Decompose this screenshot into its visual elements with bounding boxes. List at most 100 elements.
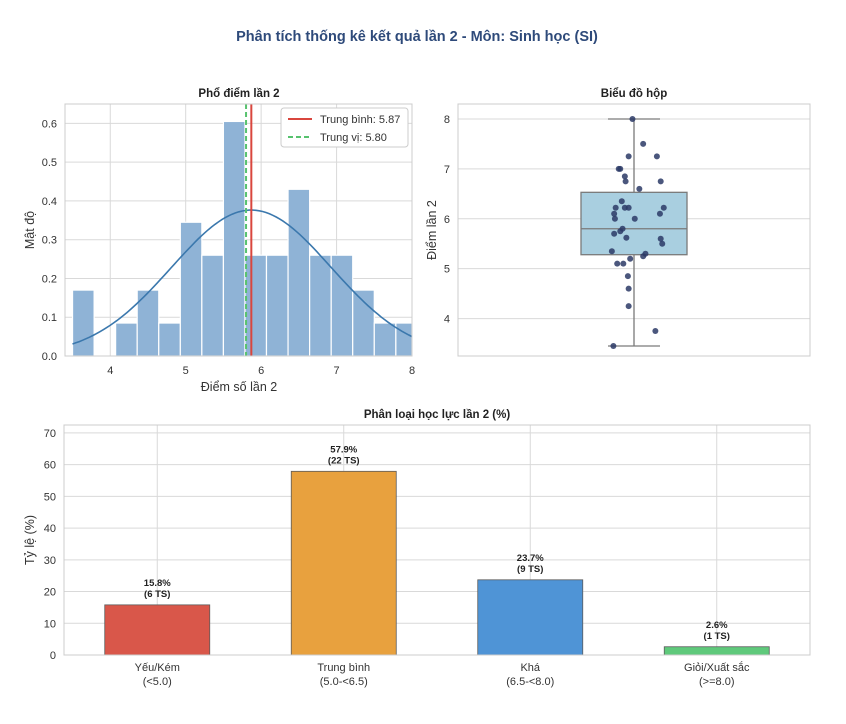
histogram-y-tick-label: 0.2 [42, 273, 57, 285]
histogram-bar [373, 322, 397, 357]
data-point [660, 204, 667, 211]
data-point [615, 165, 622, 172]
boxplot-y-tick-label: 4 [444, 314, 450, 326]
data-point [652, 328, 659, 335]
histogram-title: Phổ điểm lần 2 [198, 88, 279, 100]
histogram-bar [115, 322, 138, 357]
bar-x-tick-label: Yếu/Kém [135, 662, 180, 674]
histogram-bar [287, 188, 311, 357]
legend-median-label: Trung vị: 5.80 [320, 132, 387, 144]
bar-y-tick-label: 50 [44, 491, 56, 503]
data-point [657, 178, 664, 185]
bar-x-tick-label: Trung bình [317, 662, 370, 674]
bar-value-label: 23.7% [517, 553, 544, 564]
bar-value-label: 57.9% [330, 444, 357, 455]
histogram-frame [64, 103, 413, 357]
data-point [611, 215, 618, 222]
histogram-y-tick-label: 0.6 [42, 118, 57, 130]
data-point [657, 235, 664, 242]
data-point [610, 343, 617, 350]
bar-count-label: (6 TS) [144, 589, 170, 600]
data-point [625, 153, 632, 160]
histogram-bar [201, 254, 225, 357]
histogram-x-tick-label: 5 [183, 365, 189, 377]
histogram-x-tick-label: 8 [409, 365, 415, 377]
data-point [621, 173, 628, 180]
data-point [640, 140, 647, 147]
bar-count-label: (1 TS) [704, 631, 730, 642]
histogram-bar [244, 254, 268, 357]
kde-curve [72, 209, 413, 345]
data-point [619, 225, 626, 232]
data-point [653, 153, 660, 160]
bar-y-tick-label: 40 [44, 523, 56, 535]
data-point [623, 234, 630, 241]
data-point [629, 115, 636, 122]
histogram-bar [158, 322, 181, 357]
data-point [627, 255, 634, 262]
data-point [625, 285, 632, 292]
bar-value-label: 2.6% [706, 620, 728, 631]
bar-title: Phân loại học lực lần 2 (%) [364, 409, 511, 421]
boxplot-frame [457, 103, 811, 357]
data-point [608, 248, 615, 255]
histogram-bar [395, 322, 413, 357]
bar [663, 646, 770, 656]
histogram-bar [222, 120, 246, 357]
bar [290, 470, 397, 656]
histogram-bar [71, 289, 95, 357]
bar-panel: Phân loại học lực lần 2 (%) Tỷ lệ (%) 15… [23, 409, 811, 688]
bar-count-label: (22 TS) [328, 455, 360, 466]
iqr-box [580, 191, 688, 256]
data-point [622, 178, 629, 185]
data-point [611, 210, 618, 217]
bar-x-tick-label: Khá [520, 662, 540, 674]
bar-ylabel: Tỷ lệ (%) [23, 515, 37, 565]
data-point [614, 260, 621, 267]
data-point [656, 210, 663, 217]
bar-value-label: 15.8% [144, 578, 171, 589]
boxplot-y-tick-label: 7 [444, 164, 450, 176]
bar-y-tick-label: 10 [44, 618, 56, 630]
histogram-xlabel: Điểm số lần 2 [201, 380, 277, 394]
histogram-ylabel: Mật độ [23, 211, 37, 249]
bar-frame [63, 424, 811, 656]
bar-y-tick-label: 0 [50, 650, 56, 662]
histogram-x-tick-label: 7 [334, 365, 340, 377]
legend-mean-label: Trung bình: 5.87 [320, 114, 400, 126]
bar-x-tick-range: (5.0-<6.5) [320, 676, 368, 688]
histogram-y-tick-label: 0.3 [42, 235, 57, 247]
histogram-y-tick-label: 0.5 [42, 157, 57, 169]
bar-x-tick-range: (6.5-<8.0) [506, 676, 554, 688]
histogram-y-tick-label: 0.0 [42, 351, 57, 363]
data-point [625, 303, 632, 310]
bar-x-tick-label: Giỏi/Xuất sắc [684, 661, 750, 674]
data-point [620, 260, 627, 267]
data-point [624, 273, 631, 280]
boxplot-ylabel: Điểm lần 2 [425, 200, 439, 260]
boxplot-panel: Biểu đồ hộp Điểm lần 2 4 5 6 7 8 [425, 88, 811, 357]
bar-y-tick-label: 70 [44, 428, 56, 440]
figure-suptitle: Phân tích thống kê kết quả lần 2 - Môn: … [236, 29, 598, 45]
data-point [611, 230, 618, 237]
histogram-bar [179, 221, 203, 357]
data-point [659, 240, 666, 247]
histogram-y-tick-label: 0.1 [42, 312, 57, 324]
histogram-bar [352, 289, 375, 357]
data-point [631, 215, 638, 222]
histogram-bar [309, 254, 332, 357]
histogram-legend: Trung bình: 5.87 Trung vị: 5.80 [280, 107, 409, 148]
bar-y-tick-label: 20 [44, 587, 56, 599]
data-point [636, 185, 643, 192]
legend-box [280, 107, 409, 148]
bar-x-tick-range: (<5.0) [143, 676, 172, 688]
data-point [618, 198, 625, 205]
boxplot-y-tick-label: 8 [444, 114, 450, 126]
histogram-x-tick-label: 6 [258, 365, 264, 377]
boxplot-y-tick-label: 6 [444, 214, 450, 226]
bar-y-tick-label: 30 [44, 555, 56, 567]
bar-y-tick-label: 60 [44, 460, 56, 472]
data-point [642, 250, 649, 257]
histogram-x-tick-label: 4 [107, 365, 113, 377]
histogram-panel: Phổ điểm lần 2 Điểm số lần 2 Mật độ 4 5 6 7… [23, 88, 415, 394]
